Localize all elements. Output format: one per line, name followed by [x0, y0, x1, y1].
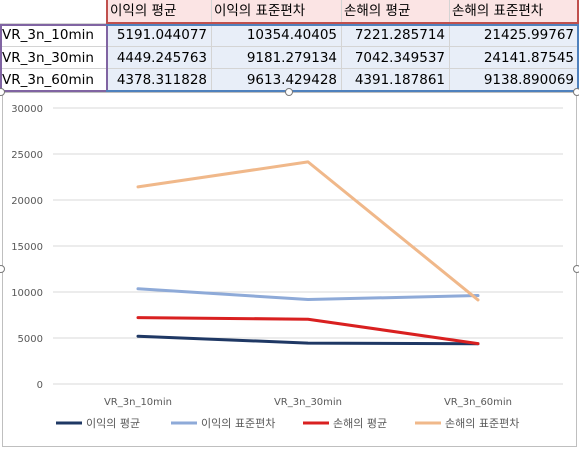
- y-tick-label: 20000: [11, 196, 43, 207]
- spreadsheet-grid: 이익의 평균 이익의 표준편차 손해의 평균 손해의 표준편차 VR_3n_10…: [0, 0, 579, 92]
- resize-handle-middle-right[interactable]: [573, 265, 579, 273]
- resize-handle-top-center[interactable]: [285, 88, 293, 96]
- x-tick-label: VR_3n_60min: [444, 397, 512, 408]
- series-line: [138, 162, 478, 300]
- legend-label: 이익의 표준편차: [201, 417, 275, 430]
- y-tick-label: 10000: [11, 288, 43, 299]
- value-cell[interactable]: 21425.99767: [450, 24, 579, 47]
- header-cell-profit-std[interactable]: 이익의 표준편차: [212, 0, 342, 24]
- value-cell[interactable]: 10354.40405: [212, 24, 342, 47]
- legend-label: 손해의 표준편차: [445, 416, 519, 430]
- y-tick-label: 0: [37, 380, 43, 391]
- row-label-cell[interactable]: VR_3n_60min: [0, 69, 108, 92]
- header-cell-loss-std[interactable]: 손해의 표준편차: [450, 0, 579, 24]
- value-cell[interactable]: 7042.349537: [342, 47, 450, 69]
- x-tick-label: VR_3n_30min: [274, 397, 342, 408]
- line-chart[interactable]: 0 5000 10000 15000 20000 25000 30000 VR_3n_10mi…: [2, 92, 577, 447]
- value-cell[interactable]: 7221.285714: [342, 24, 450, 47]
- y-tick-label: 15000: [11, 242, 43, 253]
- x-tick-label: VR_3n_10min: [104, 397, 172, 408]
- value-cell[interactable]: 9181.279134: [212, 47, 342, 69]
- series-line: [138, 289, 478, 300]
- value-cell[interactable]: 24141.87545: [450, 47, 579, 69]
- row-label-cell[interactable]: VR_3n_30min: [0, 47, 108, 69]
- legend-label: 손해의 평균: [333, 416, 387, 430]
- corner-cell[interactable]: [0, 0, 108, 24]
- value-cell[interactable]: 4391.187861: [342, 69, 450, 92]
- header-cell-profit-mean[interactable]: 이익의 평균: [108, 0, 212, 24]
- value-cell[interactable]: 4378.311828: [108, 69, 212, 92]
- resize-handle-top-right[interactable]: [573, 88, 579, 96]
- y-tick-label: 30000: [11, 104, 43, 115]
- legend-label: 이익의 평균: [86, 417, 140, 430]
- header-cell-loss-mean[interactable]: 손해의 평균: [342, 0, 450, 24]
- value-cell[interactable]: 9613.429428: [212, 69, 342, 92]
- value-cell[interactable]: 9138.890069: [450, 69, 579, 92]
- row-label-cell[interactable]: VR_3n_10min: [0, 24, 108, 47]
- y-tick-label: 25000: [11, 150, 43, 161]
- value-cell[interactable]: 5191.044077: [108, 24, 212, 47]
- value-cell[interactable]: 4449.245763: [108, 47, 212, 69]
- chart-canvas: 0 5000 10000 15000 20000 25000 30000 VR_3n_10mi…: [3, 93, 576, 446]
- y-tick-label: 5000: [18, 334, 43, 345]
